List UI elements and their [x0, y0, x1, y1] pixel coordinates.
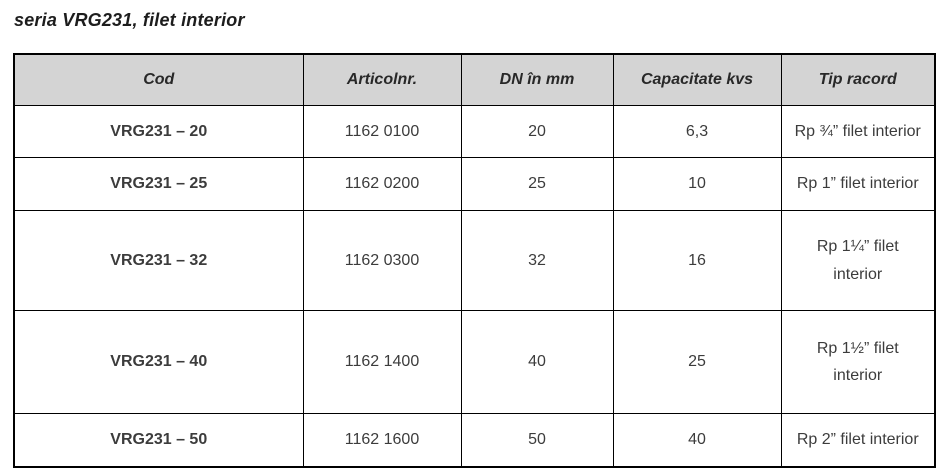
column-header-articolnr: Articolnr. — [302, 53, 462, 106]
table-row: VRG231 – 20 1162 0100 20 6,3 Rp ¾” filet… — [13, 105, 936, 158]
cell-dn: 25 — [460, 157, 614, 211]
cell-racord: Rp 1¼” filet interior — [780, 210, 936, 311]
cell-cod: VRG231 – 50 — [13, 413, 304, 468]
cell-cod: VRG231 – 25 — [13, 157, 304, 211]
cell-dn: 32 — [460, 210, 614, 311]
product-spec-table: Cod Articolnr. DN în mm Capacitate kvs T… — [13, 53, 936, 468]
cell-dn: 20 — [460, 105, 614, 158]
header-row: Cod Articolnr. DN în mm Capacitate kvs T… — [13, 53, 936, 106]
cell-articolnr: 1162 1600 — [302, 413, 462, 468]
column-header-dn: DN în mm — [460, 53, 614, 106]
column-header-racord: Tip racord — [780, 53, 936, 106]
cell-articolnr: 1162 0200 — [302, 157, 462, 211]
cell-kvs: 40 — [612, 413, 782, 468]
cell-articolnr: 1162 0300 — [302, 210, 462, 311]
cell-racord: Rp 1½” filet interior — [780, 310, 936, 414]
cell-articolnr: 1162 1400 — [302, 310, 462, 414]
table-row: VRG231 – 40 1162 1400 40 25 Rp 1½” filet… — [13, 310, 936, 414]
cell-cod: VRG231 – 20 — [13, 105, 304, 158]
cell-kvs: 25 — [612, 310, 782, 414]
table-header: Cod Articolnr. DN în mm Capacitate kvs T… — [13, 53, 936, 106]
cell-kvs: 10 — [612, 157, 782, 211]
cell-racord: Rp ¾” filet interior — [780, 105, 936, 158]
table-row: VRG231 – 32 1162 0300 32 16 Rp 1¼” filet… — [13, 210, 936, 311]
column-header-kvs: Capacitate kvs — [612, 53, 782, 106]
column-header-cod: Cod — [13, 53, 304, 106]
table-row: VRG231 – 50 1162 1600 50 40 Rp 2” filet … — [13, 413, 936, 468]
cell-racord: Rp 1” filet interior — [780, 157, 936, 211]
cell-dn: 50 — [460, 413, 614, 468]
cell-dn: 40 — [460, 310, 614, 414]
table-row: VRG231 – 25 1162 0200 25 10 Rp 1” filet … — [13, 157, 936, 211]
cell-racord: Rp 2” filet interior — [780, 413, 936, 468]
cell-kvs: 16 — [612, 210, 782, 311]
cell-kvs: 6,3 — [612, 105, 782, 158]
cell-cod: VRG231 – 40 — [13, 310, 304, 414]
table-body: VRG231 – 20 1162 0100 20 6,3 Rp ¾” filet… — [13, 105, 936, 468]
cell-articolnr: 1162 0100 — [302, 105, 462, 158]
cell-cod: VRG231 – 32 — [13, 210, 304, 311]
series-title: seria VRG231, filet interior — [14, 10, 245, 30]
